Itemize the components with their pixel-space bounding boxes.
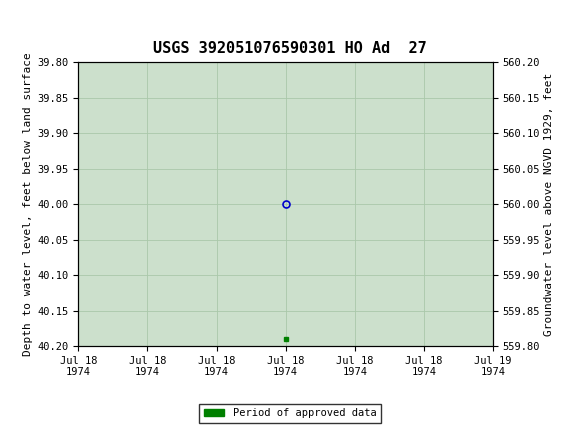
- Y-axis label: Groundwater level above NGVD 1929, feet: Groundwater level above NGVD 1929, feet: [545, 73, 554, 336]
- Text: ≋USGS: ≋USGS: [3, 10, 61, 29]
- Text: USGS 392051076590301 HO Ad  27: USGS 392051076590301 HO Ad 27: [153, 41, 427, 56]
- Legend: Period of approved data: Period of approved data: [200, 404, 380, 423]
- Y-axis label: Depth to water level, feet below land surface: Depth to water level, feet below land su…: [23, 52, 33, 356]
